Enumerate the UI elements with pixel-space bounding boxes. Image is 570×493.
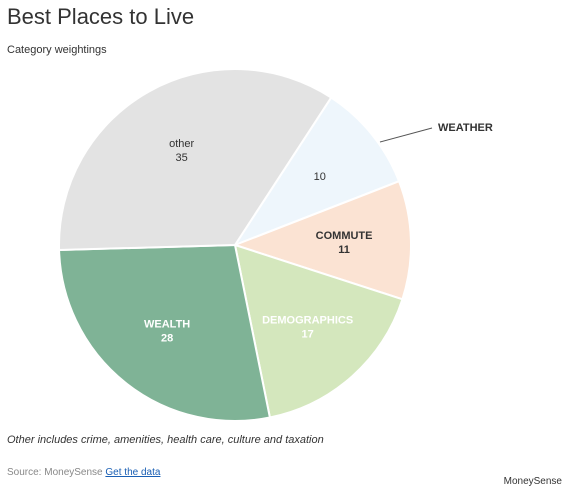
get-data-link[interactable]: Get the data	[105, 467, 161, 478]
slice-label-other: other	[169, 138, 194, 150]
credit-text: MoneySense	[503, 476, 562, 487]
slice-label-demographics: DEMOGRAPHICS	[262, 314, 353, 326]
source-line: Source: MoneySense Get the data	[7, 467, 160, 478]
slice-value-weather: 10	[314, 171, 326, 183]
pie-slice-demographics	[233, 243, 404, 419]
chart-footnote: Other includes crime, amenities, health …	[7, 434, 324, 446]
slice-label-commute: COMMUTE	[316, 230, 373, 242]
pie-chart: 10 WEATHER COMMUTE 11 DEMOGRAPHICS 17 WEALTH 28…	[58, 68, 493, 422]
pie-slice-commute	[232, 179, 412, 301]
chart-subtitle: Category weightings	[7, 44, 107, 56]
slice-value-wealth: 28	[161, 332, 173, 344]
source-text: Source: MoneySense	[7, 467, 103, 478]
pie-slice-weather	[232, 96, 401, 248]
chart-title: Best Places to Live	[7, 4, 195, 29]
slice-label-wealth: WEALTH	[144, 318, 190, 330]
slice-value-demographics: 17	[302, 328, 314, 340]
slice-label-weather: WEATHER	[438, 122, 493, 134]
pie-slice-wealth	[58, 243, 272, 422]
slice-value-commute: 11	[338, 244, 350, 256]
slice-value-other: 35	[176, 152, 188, 164]
pie-slice-other	[58, 68, 333, 252]
weather-leader-line	[379, 127, 433, 143]
